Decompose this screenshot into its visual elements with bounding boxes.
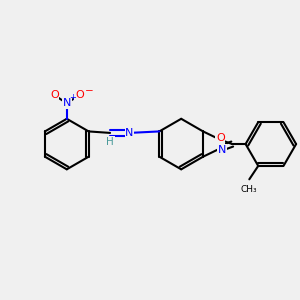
Text: N: N (125, 128, 134, 138)
Text: O: O (50, 90, 59, 100)
Text: O: O (216, 133, 225, 143)
Text: N: N (218, 145, 226, 155)
Text: +: + (69, 94, 76, 103)
Text: O: O (75, 90, 84, 100)
Text: H: H (106, 137, 114, 147)
Text: CH₃: CH₃ (241, 185, 258, 194)
Text: N: N (63, 98, 71, 108)
Text: −: − (84, 86, 93, 96)
